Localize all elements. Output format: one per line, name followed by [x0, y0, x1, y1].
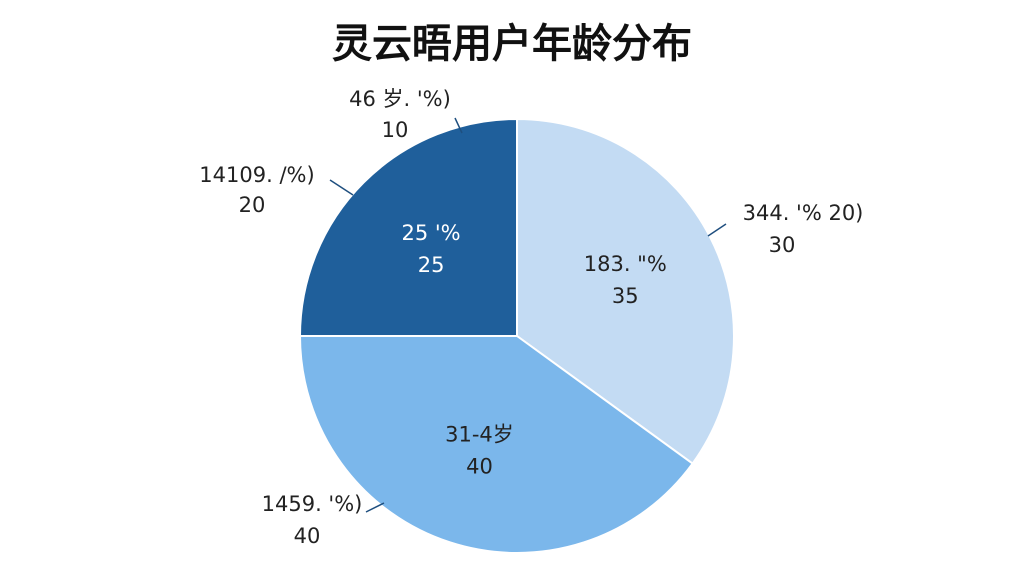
annotation-label: 14109. /%) [199, 163, 314, 187]
slice-label: 25 '% [402, 221, 461, 245]
annotation-label: 46 岁. '%) [349, 87, 451, 111]
annotation-value: 20 [239, 193, 266, 217]
leader-line [329, 179, 354, 196]
leader-line [707, 223, 727, 237]
annotation-value: 30 [769, 233, 796, 257]
annotation-label: 1459. '%) [262, 492, 363, 516]
pie-slice [516, 117, 735, 465]
annotation-value: 10 [382, 118, 409, 142]
annotation-value: 40 [294, 524, 321, 548]
slice-label: 31-4岁 [445, 423, 514, 447]
chart-title: 灵云晤用户年龄分布 [332, 21, 692, 67]
slice-value: 25 [418, 253, 445, 277]
slice-value: 40 [466, 455, 493, 479]
leader-line [365, 502, 385, 513]
pie-slice [298, 117, 518, 337]
slice-value: 35 [612, 284, 639, 308]
slice-label: 183. "% [584, 252, 667, 276]
leader-line [454, 117, 463, 134]
annotation-label: 344. '% 20) [743, 201, 864, 225]
pie-slice [298, 335, 694, 554]
